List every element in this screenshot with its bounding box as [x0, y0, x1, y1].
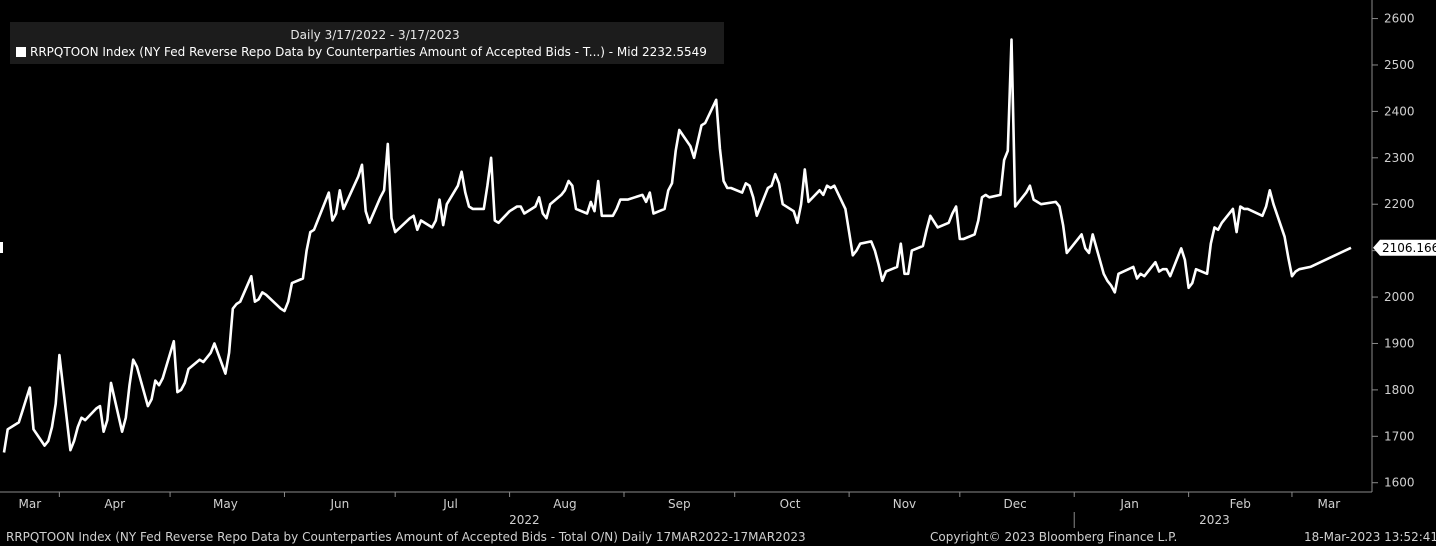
- y-tick-label: 1800: [1384, 383, 1415, 397]
- y-tick-label: 2400: [1384, 104, 1415, 118]
- x-tick-label: Oct: [780, 497, 801, 511]
- x-tick-label: Feb: [1230, 497, 1251, 511]
- x-tick-label: Jan: [1119, 497, 1139, 511]
- x-tick-label: Nov: [893, 497, 916, 511]
- legend-series-label: RRPQTOON Index (NY Fed Reverse Repo Data…: [30, 45, 707, 59]
- last-value-badge: [1373, 239, 1436, 256]
- y-tick-label: 2500: [1384, 58, 1415, 72]
- y-tick-label: 1700: [1384, 429, 1415, 443]
- last-value-marker: 2106.166: [1373, 239, 1436, 256]
- y-tick-label: 1900: [1384, 336, 1415, 350]
- x-tick-label: Jul: [442, 497, 457, 511]
- x-tick-label: Mar: [19, 497, 42, 511]
- y-tick-label: 2600: [1384, 12, 1415, 26]
- x-tick-label: May: [213, 497, 238, 511]
- footer-copyright: Copyright© 2023 Bloomberg Finance L.P.: [930, 530, 1178, 544]
- footer-timestamp: 18-Mar-2023 13:52:41: [1304, 530, 1436, 544]
- y-tick-label: 2000: [1384, 290, 1415, 304]
- y-tick-label: 2200: [1384, 197, 1415, 211]
- x-tick-label: Dec: [1004, 497, 1027, 511]
- x-tick-label: Mar: [1318, 497, 1341, 511]
- y-axis-ticks: 1600170018001900200021002200230024002500…: [1372, 12, 1415, 490]
- series-line: [2, 38, 1352, 453]
- x-axis-ticks: Mar Apr May Jun Jul Aug Sep Oct Nov Dec Jan Feb Mar 2…: [19, 492, 1341, 528]
- left-edge-marker: [0, 242, 3, 253]
- x-tick-label: Aug: [553, 497, 576, 511]
- year-label: 2022: [509, 513, 540, 527]
- x-tick-label: Apr: [104, 497, 125, 511]
- legend-date-range: Daily 3/17/2022 - 3/17/2023: [290, 28, 460, 42]
- year-label: 2023: [1199, 513, 1230, 527]
- legend-box: Daily 3/17/2022 - 3/17/2023 RRPQTOON Ind…: [10, 22, 724, 64]
- x-tick-label: Jun: [329, 497, 349, 511]
- y-tick-label: 1600: [1384, 476, 1415, 490]
- y-tick-label: 2300: [1384, 151, 1415, 165]
- legend-swatch: [16, 47, 26, 57]
- x-tick-label: Sep: [668, 497, 691, 511]
- last-value-label: 2106.166: [1382, 241, 1436, 255]
- footer-description: RRPQTOON Index (NY Fed Reverse Repo Data…: [6, 530, 806, 544]
- legend-series-entry: RRPQTOON Index (NY Fed Reverse Repo Data…: [16, 45, 707, 59]
